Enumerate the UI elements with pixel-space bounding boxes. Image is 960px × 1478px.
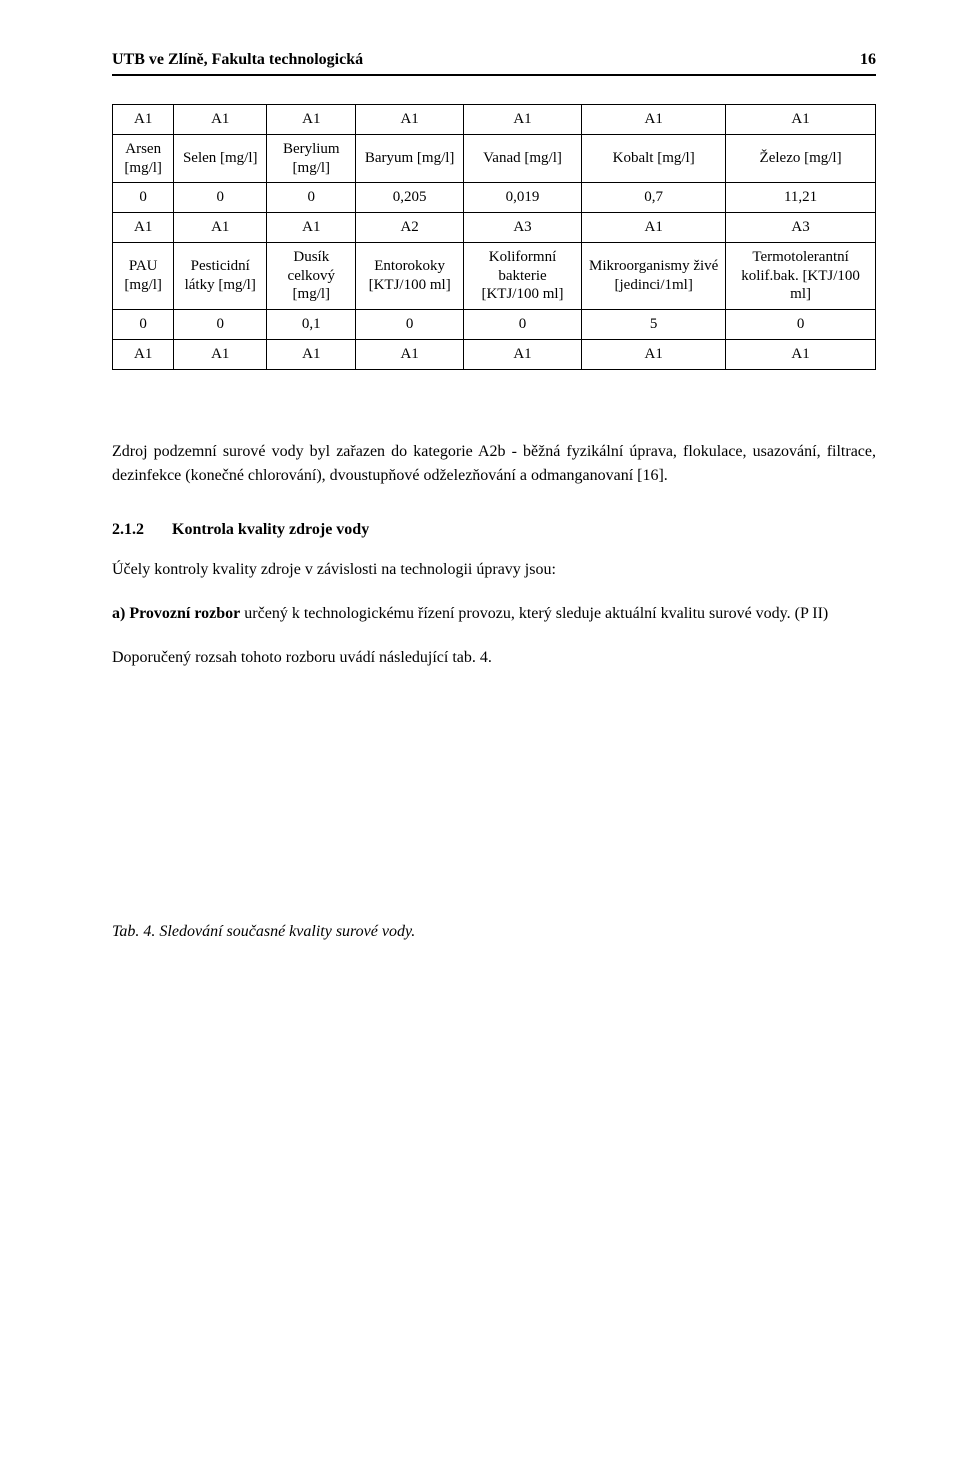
table-cell: Entorokoky [KTJ/100 ml] [356,242,463,309]
table-row: PAU [mg/l] Pesticidní látky [mg/l] Dusík… [113,242,876,309]
table-row: A1 A1 A1 A1 A1 A1 A1 [113,339,876,369]
body-paragraph-2: Účely kontroly kvality zdroje v závislos… [112,558,876,582]
table-cell: A1 [267,339,356,369]
table-cell: 5 [582,310,726,340]
header-left: UTB ve Zlíně, Fakulta technologická [112,48,363,72]
table-cell: 0,1 [267,310,356,340]
table-row: 0 0 0 0,205 0,019 0,7 11,21 [113,183,876,213]
table-cell: A2 [356,213,463,243]
table-row: A1 A1 A1 A2 A3 A1 A3 [113,213,876,243]
page-header: UTB ve Zlíně, Fakulta technologická 16 [112,48,876,76]
section-heading: 2.1.2 Kontrola kvality zdroje vody [112,518,876,542]
table-row: 0 0 0,1 0 0 5 0 [113,310,876,340]
section-number: 2.1.2 [112,518,168,542]
table-cell: Termotolerantní kolif.bak. [KTJ/100 ml] [726,242,876,309]
table-cell: A1 [726,105,876,135]
body-paragraph-4: Doporučený rozsah tohoto rozboru uvádí n… [112,646,876,670]
table-cell: A3 [463,213,581,243]
table-cell: 0 [463,310,581,340]
table-cell: Kobalt [mg/l] [582,134,726,183]
data-table-1: A1 A1 A1 A1 A1 A1 A1 Arsen [mg/l] Selen … [112,104,876,370]
table-cell: Berylium [mg/l] [267,134,356,183]
table-cell: 0 [174,183,267,213]
table-cell: A1 [267,105,356,135]
table-row: A1 A1 A1 A1 A1 A1 A1 [113,105,876,135]
bold-term: Provozní rozbor [129,605,240,622]
table-cell: 0,7 [582,183,726,213]
table-cell: 11,21 [726,183,876,213]
table-cell: A1 [582,339,726,369]
table-cell: A1 [356,105,463,135]
table-cell: 0,205 [356,183,463,213]
table-row: Arsen [mg/l] Selen [mg/l] Berylium [mg/l… [113,134,876,183]
table-cell: Mikroorganismy živé [jedinci/1ml] [582,242,726,309]
table-cell: A1 [463,105,581,135]
body-paragraph-3: a) Provozní rozbor určený k technologick… [112,602,876,626]
section-title-text: Kontrola kvality zdroje vody [172,521,369,538]
table-cell: Baryum [mg/l] [356,134,463,183]
table-cell: Koliformní bakterie [KTJ/100 ml] [463,242,581,309]
table-cell: Selen [mg/l] [174,134,267,183]
table-cell: A1 [113,339,174,369]
table-cell: A1 [174,105,267,135]
table-cell: 0 [174,310,267,340]
table-cell: 0 [113,310,174,340]
table-cell: 0,019 [463,183,581,213]
table-cell: A1 [113,105,174,135]
table-cell: Arsen [mg/l] [113,134,174,183]
table-cell: A1 [174,213,267,243]
table-cell: A1 [113,213,174,243]
paragraph-rest: určený k technologickému řízení provozu,… [240,605,828,622]
table-cell: PAU [mg/l] [113,242,174,309]
table-cell: A1 [582,105,726,135]
list-letter: a) [112,605,129,622]
table-cell: A1 [726,339,876,369]
table-cell: Pesticidní látky [mg/l] [174,242,267,309]
table-cell: 0 [726,310,876,340]
table-cell: 0 [113,183,174,213]
table-cell: 0 [267,183,356,213]
table-cell: A1 [356,339,463,369]
table-cell: A1 [463,339,581,369]
body-paragraph-1: Zdroj podzemní surové vody byl zařazen d… [112,440,876,488]
table-cell: A3 [726,213,876,243]
table-cell: A1 [582,213,726,243]
table-cell: Železo [mg/l] [726,134,876,183]
header-page-number: 16 [860,48,876,72]
table-cell: Dusík celkový [mg/l] [267,242,356,309]
table-cell: A1 [267,213,356,243]
table-caption: Tab. 4. Sledování současné kvality surov… [112,920,876,944]
table-cell: 0 [356,310,463,340]
table-cell: A1 [174,339,267,369]
table-cell: Vanad [mg/l] [463,134,581,183]
